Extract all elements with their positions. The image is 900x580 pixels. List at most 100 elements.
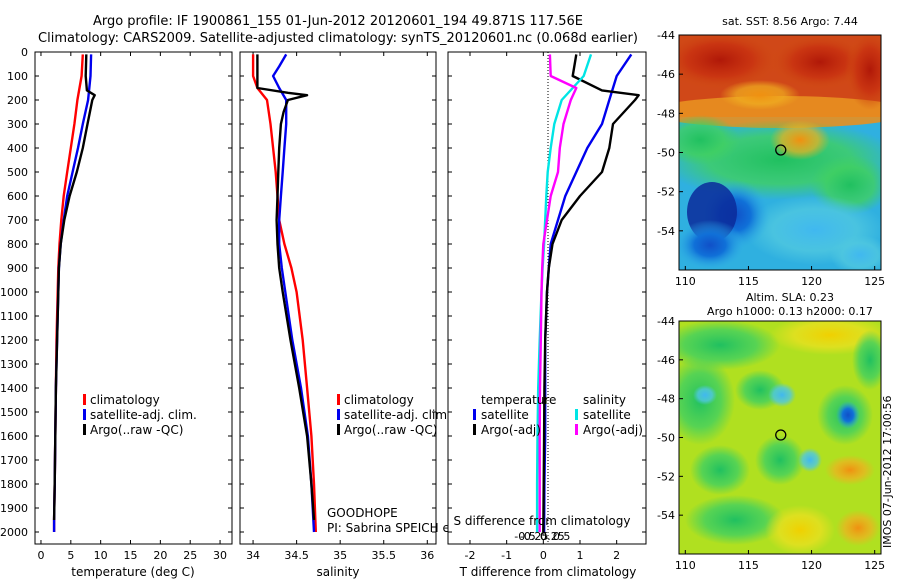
depth-tick-label: 900 (7, 262, 28, 275)
legend-label-climatology: climatology (344, 393, 414, 407)
sst-map-image (679, 35, 881, 270)
map-x-tick-label: 120 (801, 559, 822, 572)
map-y-tick-label: -52 (657, 186, 675, 199)
depth-tick-label: 200 (7, 94, 28, 107)
depth-tick-label: 600 (7, 190, 28, 203)
sal-diff-tick-label: 0.5 (553, 530, 571, 543)
series-line-argo-raw-qc- (256, 54, 316, 521)
legend-label-sal-argo: Argo(-adj) (583, 423, 643, 437)
title-line-1: Argo profile: IF 1900861_155 01-Jun-2012… (93, 14, 583, 29)
sla-map-panel: Altim. SLA: 0.23 Argo h1000: 0.13 h2000:… (657, 291, 885, 572)
legend-swatch-climatology (337, 394, 340, 405)
legend-swatch-temp-argo (473, 424, 476, 435)
depth-tick-label: 100 (7, 70, 28, 83)
depth-tick-label: 1100 (0, 310, 28, 323)
depth-tick-label: 1300 (0, 358, 28, 371)
salinity-xlabel: salinity (316, 565, 359, 579)
sla-map-image (679, 321, 881, 554)
legend-label-climatology: climatology (90, 393, 160, 407)
x-tick-label: 35.5 (371, 549, 396, 562)
legend-label-sal-satellite: satellite (583, 408, 631, 422)
map-y-tick-label: -54 (657, 509, 675, 522)
map-y-tick-label: -46 (657, 68, 675, 81)
depth-tick-label: 1900 (0, 502, 28, 515)
legend-swatch-argo (83, 424, 86, 435)
difference-xlabel: T difference from climatology (459, 565, 637, 579)
legend-label-satellite: satellite-adj. clim. (90, 408, 197, 422)
map-y-tick-label: -50 (657, 432, 675, 445)
depth-tick-label: 0 (21, 46, 28, 59)
depth-tick-label: 800 (7, 238, 28, 251)
salinity-panel: 34 34.5 35 35.5 36 salinity climatology sate… (239, 51, 544, 579)
temperature-panel: 0100200300400500600700800900100011001200… (0, 46, 233, 579)
temperature-lines (52, 54, 96, 532)
x-tick-label: 34.5 (284, 549, 309, 562)
x-tick-label: 34 (246, 549, 260, 562)
depth-tick-label: 1800 (0, 478, 28, 491)
map-y-tick-label: -52 (657, 470, 675, 483)
x-tick-label: 5 (67, 549, 74, 562)
x-tick-label: 1 (577, 549, 584, 562)
legend-swatch-satellite (337, 409, 340, 420)
x-tick-label: 0 (37, 549, 44, 562)
salinity-axes-box (239, 51, 437, 545)
map-y-tick-label: -54 (657, 225, 675, 238)
x-tick-label: 2 (613, 549, 620, 562)
legend-label-argo: Argo(..raw -QC) (90, 423, 183, 437)
difference-x-ticks: -2 -1 0 1 2 (465, 52, 620, 562)
sal-diff-tick-label: -0.25 (520, 530, 548, 543)
map-y-tick-label: -46 (657, 354, 675, 367)
x-tick-label: 10 (94, 549, 108, 562)
sal-diff-tick-label: -0.5 (514, 530, 535, 543)
temperature-axes-box (34, 51, 233, 545)
legend-swatch-climatology (83, 394, 86, 405)
map-x-tick-label: 110 (675, 275, 696, 288)
series-line-argo-adj- (542, 54, 640, 533)
legend-label-argo: Argo(..raw -QC) (344, 423, 437, 437)
x-tick-label: 35 (333, 549, 347, 562)
depth-tick-label: 1600 (0, 430, 28, 443)
map-x-tick-label: 115 (738, 275, 759, 288)
depth-tick-label: 1000 (0, 286, 28, 299)
x-tick-label: 20 (153, 549, 167, 562)
sst-map-ticks: 110 115 120 125 -44 -46 -48 -50 -52 -54 (657, 29, 885, 288)
x-tick-label: 36 (420, 549, 434, 562)
temperature-legend: climatology satellite-adj. clim. Argo(..… (83, 393, 197, 437)
legend-swatch-temp-satellite (473, 409, 476, 420)
x-tick-label: -2 (465, 549, 476, 562)
map-x-tick-label: 120 (801, 275, 822, 288)
difference-legend: temperature salinity satellite Argo(-adj… (473, 393, 643, 437)
salinity-lines (251, 53, 317, 533)
legend-swatch-satellite (83, 409, 86, 420)
series-line-satellite-adj-clim- (271, 53, 316, 533)
x-tick-label: 15 (124, 549, 138, 562)
series-line-argo-raw-qc- (52, 54, 96, 521)
depth-tick-label: 1700 (0, 454, 28, 467)
legend-swatch-argo (337, 424, 340, 435)
sla-map-subtitle: Argo h1000: 0.13 h2000: 0.17 (707, 305, 873, 318)
depth-tick-label: 1200 (0, 334, 28, 347)
x-tick-label: -1 (501, 549, 512, 562)
argo-position-marker (775, 144, 787, 156)
map-x-tick-label: 115 (738, 559, 759, 572)
legend-swatch-sal-satellite (575, 409, 578, 420)
series-line-argo-adj- (538, 54, 578, 532)
map-y-tick-label: -48 (657, 107, 675, 120)
depth-tick-label: 700 (7, 214, 28, 227)
sla-map-ticks: 110 115 120 125 -44 -46 -48 -50 -52 -54 (657, 315, 885, 572)
legend-label-temp-argo: Argo(-adj) (481, 423, 541, 437)
map-x-tick-label: 125 (864, 559, 885, 572)
legend-swatch-sal-argo (575, 424, 578, 435)
depth-tick-label: 1500 (0, 406, 28, 419)
sst-map-panel: sat. SST: 8.56 Argo: 7.44 110 115 120 125 -4… (657, 15, 885, 288)
depth-tick-label: 400 (7, 142, 28, 155)
series-line-satellite (535, 54, 593, 532)
depth-tick-label: 2000 (0, 526, 28, 539)
difference-lines (535, 53, 640, 533)
map-x-tick-label: 110 (675, 559, 696, 572)
map-y-tick-label: -44 (657, 29, 675, 42)
sal-diff-tick-label: 0.25 (540, 530, 565, 543)
map-x-tick-label: 125 (864, 275, 885, 288)
